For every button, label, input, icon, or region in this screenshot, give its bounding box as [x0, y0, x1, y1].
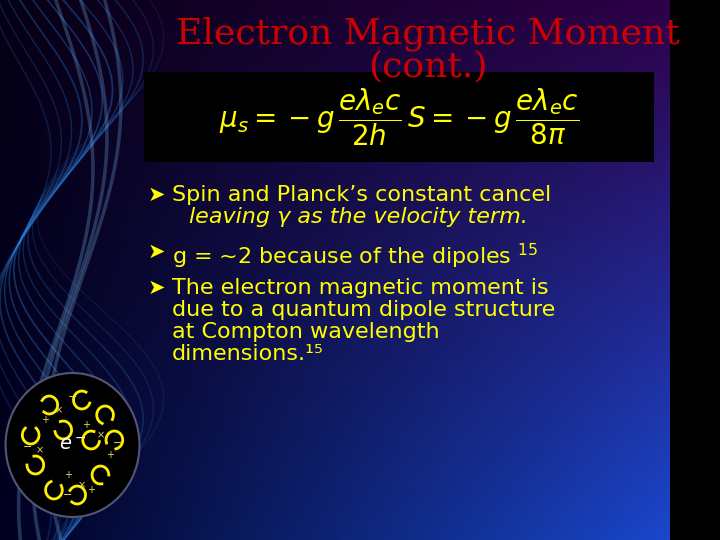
Text: +: + [40, 415, 49, 425]
Text: (cont.): (cont.) [368, 49, 487, 83]
Text: $\mu_s = -g\,\dfrac{e\lambda_e c}{2h}\,S = -g\,\dfrac{e\lambda_e c}{8\pi}$: $\mu_s = -g\,\dfrac{e\lambda_e c}{2h}\,S… [219, 86, 579, 148]
Circle shape [6, 373, 140, 517]
Text: due to a quantum dipole structure: due to a quantum dipole structure [172, 300, 555, 320]
Text: Electron Magnetic Moment: Electron Magnetic Moment [176, 17, 680, 51]
Text: g = ~2 because of the dipoles $^{15}$: g = ~2 because of the dipoles $^{15}$ [172, 242, 539, 271]
Text: ×: × [96, 430, 104, 440]
Bar [144, 72, 654, 162]
Text: ➤: ➤ [148, 278, 165, 298]
Text: dimensions.¹⁵: dimensions.¹⁵ [172, 344, 324, 364]
Text: ×: × [36, 445, 44, 455]
Text: +: + [83, 420, 91, 430]
Text: −: − [68, 392, 77, 402]
Text: leaving γ as the velocity term.: leaving γ as the velocity term. [189, 207, 528, 227]
Text: $e^-$: $e^-$ [59, 436, 86, 454]
Text: +: + [106, 450, 114, 460]
Text: Spin and Planck’s constant cancel: Spin and Planck’s constant cancel [172, 185, 552, 205]
Text: −: − [23, 442, 32, 452]
Text: ➤: ➤ [148, 185, 165, 205]
Text: +: + [87, 485, 95, 495]
Text: at Compton wavelength: at Compton wavelength [172, 322, 440, 342]
Text: −: − [63, 490, 73, 500]
Text: The electron magnetic moment is: The electron magnetic moment is [172, 278, 549, 298]
Text: −: − [112, 438, 122, 448]
Text: ➤: ➤ [148, 242, 165, 262]
Text: ×: × [78, 480, 86, 490]
Text: ×: × [55, 405, 63, 415]
Text: +: + [64, 470, 72, 480]
